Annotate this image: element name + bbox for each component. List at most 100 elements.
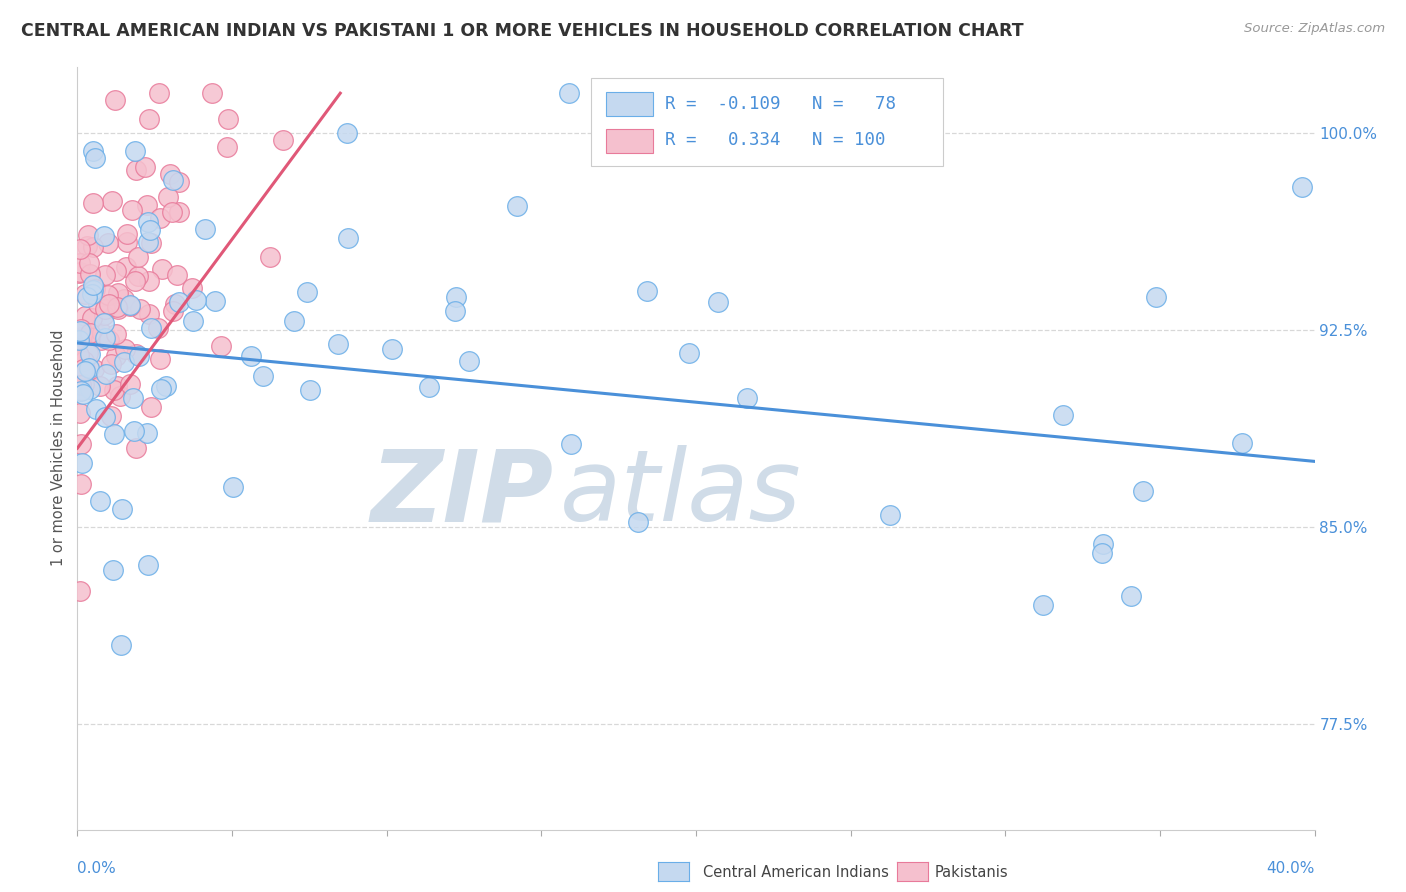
Point — [240, 349, 263, 363]
Point — [149, 211, 172, 225]
Point — [299, 383, 322, 397]
Point — [83, 282, 105, 296]
Point — [162, 172, 184, 186]
Point — [128, 349, 150, 363]
Point — [94, 301, 117, 316]
Point — [118, 377, 141, 392]
Point — [80, 286, 103, 301]
Point — [162, 304, 184, 318]
Point — [110, 638, 132, 652]
Point — [103, 383, 125, 397]
Point — [167, 294, 190, 309]
Point — [86, 296, 108, 310]
Point — [1032, 598, 1054, 612]
Point — [100, 357, 122, 371]
Point — [79, 326, 101, 340]
Point — [636, 284, 658, 298]
Point — [69, 406, 91, 420]
Point — [181, 314, 204, 328]
Point — [101, 563, 124, 577]
Point — [83, 151, 105, 165]
Point — [418, 380, 440, 394]
Point — [67, 333, 90, 347]
Point — [283, 314, 305, 328]
Point — [1052, 409, 1074, 423]
Point — [134, 160, 156, 174]
Point — [129, 301, 152, 316]
Point — [67, 332, 90, 346]
Point — [70, 384, 93, 398]
Point — [297, 285, 319, 299]
Point — [706, 295, 728, 310]
Point — [105, 327, 128, 342]
Point — [1092, 537, 1115, 551]
Point — [97, 288, 120, 302]
Point — [204, 294, 226, 309]
Point — [148, 86, 170, 100]
Point — [259, 250, 281, 264]
Text: 40.0%: 40.0% — [1267, 861, 1315, 876]
Point — [105, 300, 128, 314]
Point — [879, 508, 901, 522]
Point — [138, 235, 160, 249]
Point — [139, 400, 162, 414]
Point — [67, 266, 90, 280]
Point — [76, 290, 98, 304]
Point — [93, 308, 115, 322]
Point — [93, 229, 115, 244]
Point — [678, 345, 700, 359]
Point — [217, 112, 239, 126]
Point — [118, 299, 141, 313]
Point — [96, 368, 118, 382]
Point — [70, 456, 93, 470]
Point — [125, 441, 148, 455]
Point — [111, 501, 134, 516]
Text: Source: ZipAtlas.com: Source: ZipAtlas.com — [1244, 22, 1385, 36]
Point — [444, 290, 467, 304]
Point — [91, 326, 114, 341]
Point — [73, 309, 96, 323]
Point — [97, 236, 120, 251]
Point — [120, 298, 142, 312]
Point — [108, 389, 131, 403]
Point — [114, 343, 136, 357]
Point — [93, 268, 115, 282]
Point — [117, 227, 139, 242]
Y-axis label: 1 or more Vehicles in Household: 1 or more Vehicles in Household — [51, 330, 66, 566]
Point — [124, 347, 146, 361]
Point — [157, 190, 180, 204]
Point — [201, 86, 224, 100]
Point — [76, 239, 98, 253]
Point — [381, 342, 404, 356]
Point — [82, 196, 104, 211]
Point — [79, 267, 101, 281]
Point — [125, 163, 148, 178]
Point — [150, 262, 173, 277]
Point — [122, 391, 145, 405]
Point — [70, 477, 93, 491]
Point — [94, 409, 117, 424]
Point — [72, 387, 94, 401]
Point — [107, 301, 129, 316]
Point — [194, 221, 217, 235]
Point — [141, 236, 163, 251]
Point — [1132, 483, 1154, 498]
Point — [506, 199, 529, 213]
Point — [76, 346, 98, 360]
Point — [1119, 589, 1142, 603]
Text: 0.0%: 0.0% — [77, 861, 117, 876]
Point — [73, 287, 96, 301]
Point — [75, 362, 97, 376]
Point — [162, 204, 184, 219]
Point — [87, 327, 110, 342]
Point — [166, 268, 188, 283]
Point — [90, 333, 112, 347]
Point — [326, 337, 349, 351]
Point — [82, 277, 104, 292]
Point — [181, 281, 204, 295]
Point — [209, 339, 232, 353]
Point — [82, 240, 104, 254]
Text: Central American Indians: Central American Indians — [703, 865, 889, 880]
Point — [122, 425, 145, 439]
Point — [560, 437, 582, 451]
